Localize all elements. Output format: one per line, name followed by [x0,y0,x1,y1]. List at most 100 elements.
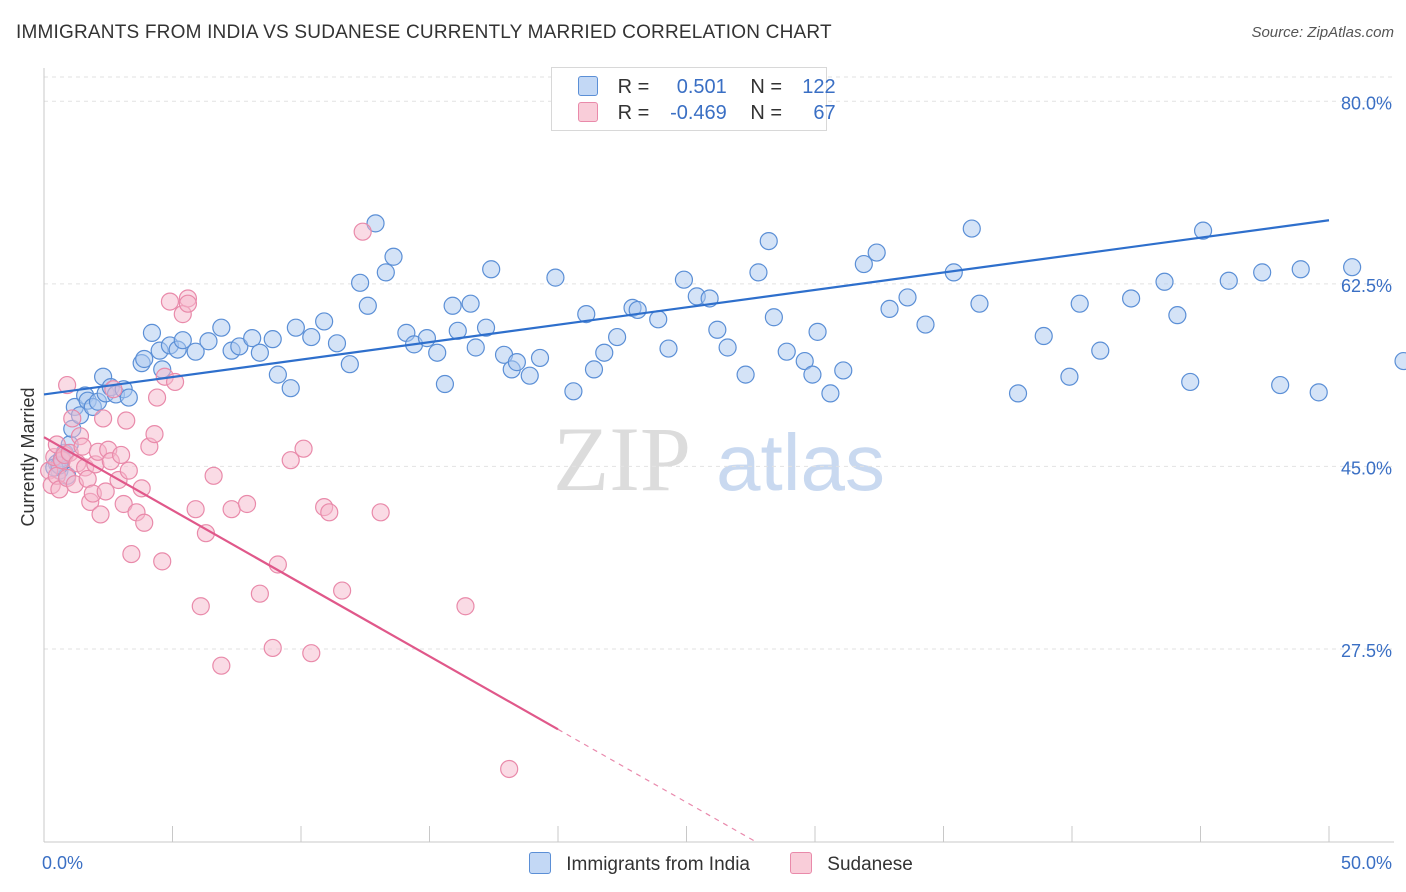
data-point-india [584,360,604,379]
data-point-sudanese [237,494,257,514]
source-label: Source: ZipAtlas.com [1251,24,1394,41]
data-point-india [898,288,917,307]
watermark: ZIP atlas [553,408,885,510]
data-point-india [230,337,249,356]
data-point-india [315,312,334,331]
data-point-sudanese [353,222,372,241]
data-point-india [142,323,162,342]
data-point-india [119,388,138,407]
data-point-sudanese [147,388,167,407]
data-point-india [1219,271,1238,290]
data-point-india [834,361,853,380]
data-point-india [376,263,395,282]
data-point-india [186,342,205,361]
legend-r-value-india: 0.501 [676,76,727,98]
data-point-sudanese [153,552,172,571]
data-point-india [263,330,282,349]
data-point-india [608,327,627,347]
legend-label-india: Immigrants from India [566,854,751,875]
trend-line-sudanese [43,436,559,731]
data-point-india [795,351,814,371]
y-tick-label: 62.5% [1341,276,1392,296]
legend-row-india: R = 0.501 N = 122 [578,76,836,100]
watermark-atlas: atlas [716,418,885,507]
data-point-sudanese [117,411,136,430]
legend-item-sudanese: Sudanese [790,852,913,876]
data-point-india [564,382,583,401]
data-point-india [1008,384,1028,403]
data-point-india [1155,272,1174,291]
legend-swatch-india [578,76,598,96]
data-point-india [135,349,154,369]
data-point-sudanese [191,597,210,616]
data-point-india [530,348,550,368]
data-point-india [1193,221,1213,240]
data-point-india [649,310,668,329]
grid-lines [44,76,1394,650]
data-point-sudanese [135,513,154,532]
legend-item-india: Immigrants from India [529,852,750,876]
data-point-sudanese [94,409,113,428]
data-point-india [250,343,269,362]
data-point-india [466,338,485,357]
data-point-india [384,247,403,266]
data-point-india [821,384,840,403]
data-point-india [880,299,899,319]
data-point-india [1070,294,1089,313]
data-point-india [1253,263,1272,282]
watermark-zip: ZIP [553,408,691,510]
data-point-india [854,254,873,274]
data-point-india [268,365,287,384]
data-point-sudanese [186,500,205,519]
data-point-india [628,300,647,320]
axes [43,68,1394,843]
data-point-sudanese [111,445,131,465]
data-point-india [764,308,783,327]
data-point-india [428,343,447,362]
data-point-india [443,296,462,315]
data-point-india [243,329,262,348]
data-point-sudanese [333,581,352,600]
data-point-india [1168,306,1187,325]
data-point-sudanese [250,584,269,603]
data-point-india [327,334,347,353]
data-point-india [749,263,768,282]
data-point-india [286,318,305,337]
data-point-sudanese [371,503,390,522]
data-point-sudanese [320,503,339,522]
data-point-india [718,338,737,357]
data-point-india [916,315,935,334]
data-point-india [577,305,596,324]
legend-row-sudanese: R = -0.469 N = 67 [578,102,836,126]
legend-swatch-sudanese-bottom [790,852,812,874]
data-point-india [803,365,822,384]
data-point-india [507,353,526,372]
data-point-india [461,294,480,313]
y-tick-label: 80.0% [1341,93,1392,113]
legend-label-sudanese: Sudanese [827,854,913,875]
data-point-sudanese [63,409,82,428]
data-point-india [340,355,359,374]
data-point-india [482,260,501,279]
data-point-india [659,339,678,358]
data-point-india [476,318,496,337]
legend-swatch-india-bottom [529,852,551,874]
data-point-sudanese [58,375,77,395]
legend-r-label: R = [617,76,650,98]
data-point-india [1181,372,1200,392]
stats-legend: R = 0.501 N = 122 R = -0.469 N = 67 [551,67,836,131]
chart-title: IMMIGRANTS FROM INDIA VS SUDANESE CURREN… [16,22,832,43]
trend-line-sudanese-extension [557,728,757,843]
data-point-india [435,374,455,394]
data-point-india [674,270,694,289]
data-point-india [867,243,886,262]
data-point-india [358,296,377,315]
data-point-india [173,331,192,350]
data-point-sudanese [91,505,110,524]
data-point-sudanese [122,544,141,564]
legend-r-label: R = [617,102,650,124]
data-point-india [1394,351,1406,371]
data-point-sudanese [178,294,198,313]
data-point-india [708,320,727,339]
